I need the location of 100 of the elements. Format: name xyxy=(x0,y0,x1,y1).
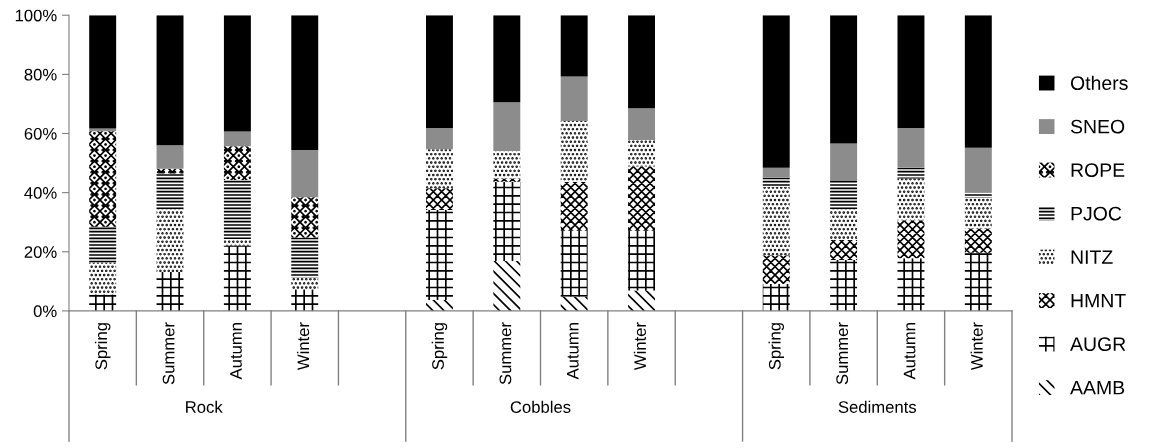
bar xyxy=(628,166,656,231)
bar xyxy=(291,150,319,198)
bar xyxy=(964,228,992,253)
bar xyxy=(762,284,790,311)
bar xyxy=(89,128,117,132)
x-tick-label: Autumn xyxy=(567,323,579,380)
bar xyxy=(628,140,656,167)
bar xyxy=(830,239,858,261)
bar xyxy=(628,108,656,141)
bar xyxy=(156,145,184,169)
legend-label: HMNT xyxy=(1071,293,1126,308)
bar xyxy=(964,252,992,311)
bar xyxy=(897,258,925,311)
bar xyxy=(964,192,992,198)
bar xyxy=(493,260,521,311)
y-tick-label: 20% xyxy=(24,246,57,258)
legend-label: NITZ xyxy=(1071,250,1113,264)
bar xyxy=(897,220,925,259)
bar xyxy=(560,296,588,311)
bar xyxy=(560,76,588,122)
bar xyxy=(291,289,319,311)
x-tick-label: Summer xyxy=(499,322,512,385)
bar xyxy=(964,197,992,229)
bar xyxy=(425,210,453,300)
y-tick-label: 80% xyxy=(24,68,57,81)
bar xyxy=(897,15,925,128)
text: Sediments xyxy=(838,400,917,413)
bar xyxy=(89,226,117,263)
bar xyxy=(493,150,521,179)
bar xyxy=(830,181,858,210)
bar xyxy=(223,15,251,132)
bar xyxy=(628,15,656,109)
bar xyxy=(628,230,656,291)
bar xyxy=(762,15,790,168)
bar xyxy=(425,149,453,189)
bar xyxy=(762,177,790,187)
legend-label: PJOC xyxy=(1071,206,1122,221)
x-tick-label: Autumn xyxy=(903,323,916,380)
x-tick-label: Winter xyxy=(296,322,310,371)
bar xyxy=(830,209,858,240)
bar xyxy=(425,299,453,311)
x-tick-label: Spring xyxy=(94,323,111,370)
bar xyxy=(425,15,453,128)
x-tick-label: Spring xyxy=(431,323,448,370)
bar xyxy=(964,15,992,148)
bar xyxy=(89,15,117,129)
x-tick-label: Spring xyxy=(768,323,785,370)
bar xyxy=(156,209,184,272)
text: Rock xyxy=(186,400,223,413)
bar xyxy=(89,131,117,227)
bar xyxy=(291,197,319,238)
bar xyxy=(223,239,251,246)
x-tick-label: Winter xyxy=(970,322,983,371)
bar xyxy=(493,102,521,151)
y-tick-label: 100% xyxy=(15,9,57,22)
bar xyxy=(897,127,925,168)
bar xyxy=(762,167,790,178)
y-tick-label: 0% xyxy=(33,305,57,318)
bar xyxy=(964,147,992,193)
bar xyxy=(830,143,858,182)
bar xyxy=(223,146,251,180)
bar xyxy=(762,186,790,256)
bar xyxy=(89,294,117,311)
legend-label: Others xyxy=(1070,75,1128,90)
bar xyxy=(223,131,251,147)
x-tick-label: Summer xyxy=(162,322,175,385)
bar xyxy=(89,262,117,295)
legend-label: SNEO xyxy=(1070,119,1125,134)
bar xyxy=(223,179,251,240)
x-tick-label: Winter xyxy=(633,322,647,371)
bar xyxy=(493,178,521,182)
bar xyxy=(560,15,588,77)
bar xyxy=(560,121,588,182)
bar xyxy=(291,237,319,278)
bar xyxy=(762,255,790,285)
bar xyxy=(425,188,453,211)
bar xyxy=(493,15,521,103)
legend-label: AUGR xyxy=(1070,337,1126,352)
text: Cobbles xyxy=(510,400,571,413)
bar xyxy=(156,271,184,311)
bar xyxy=(628,290,656,311)
x-tick-label: Autumn xyxy=(230,323,242,380)
bar xyxy=(156,173,184,210)
bar xyxy=(493,181,521,261)
x-tick-label: Summer xyxy=(836,322,849,385)
bar xyxy=(425,127,453,150)
legend-label: AAMB xyxy=(1070,380,1125,395)
bar xyxy=(897,178,925,221)
bar xyxy=(156,15,184,146)
bar xyxy=(560,181,588,231)
legend-label: ROPE xyxy=(1071,163,1125,177)
bar xyxy=(830,260,858,311)
y-tick-label: 60% xyxy=(24,127,57,140)
bar xyxy=(291,15,319,151)
bar xyxy=(830,15,858,144)
bar xyxy=(291,277,319,290)
bar xyxy=(560,230,588,297)
y-tick-label: 40% xyxy=(24,187,57,199)
bar xyxy=(223,245,251,311)
bar xyxy=(897,167,925,179)
